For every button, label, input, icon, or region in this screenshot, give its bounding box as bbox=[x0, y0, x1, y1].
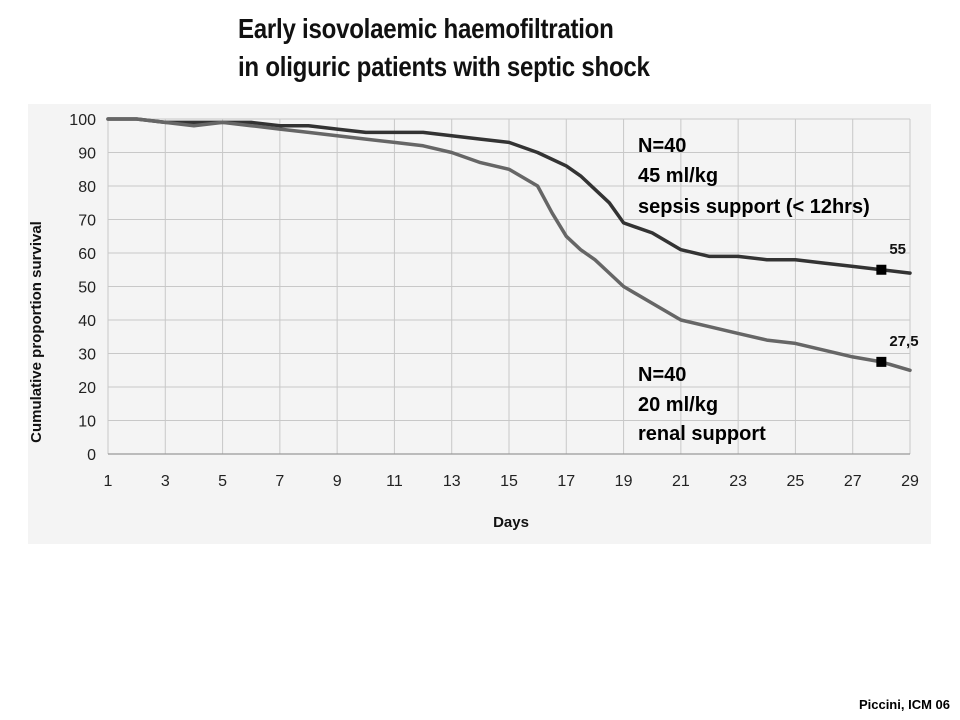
upper-annotation: N=40 45 ml/kg sepsis support (< 12hrs) bbox=[638, 135, 870, 218]
y-tick-label: 80 bbox=[78, 179, 96, 196]
y-tick-label: 60 bbox=[78, 246, 96, 263]
y-tick-label: 20 bbox=[78, 380, 96, 397]
x-tick-label: 1 bbox=[104, 473, 113, 490]
x-tick-label: 19 bbox=[615, 473, 633, 490]
x-tick-label: 7 bbox=[275, 473, 284, 490]
x-tick-label: 3 bbox=[161, 473, 170, 490]
lower-annotation-line-2: 20 ml/kg bbox=[638, 394, 718, 416]
x-tick-label: 11 bbox=[386, 473, 403, 490]
endpoint-label-2: 27,5 bbox=[889, 333, 918, 350]
x-tick-label: 25 bbox=[787, 473, 805, 490]
y-tick-label: 0 bbox=[87, 447, 96, 464]
x-tick-label: 21 bbox=[672, 473, 690, 490]
x-axis-label: Days bbox=[493, 514, 529, 531]
upper-annotation-line-2: 45 ml/kg bbox=[638, 165, 718, 187]
series-line-2 bbox=[106, 117, 912, 373]
title-line-2: in oliguric patients with septic shock bbox=[238, 51, 650, 82]
x-tick-label: 15 bbox=[500, 473, 518, 490]
x-tick-label: 9 bbox=[333, 473, 342, 490]
y-axis-label: Cumulative proportion survival bbox=[28, 221, 45, 443]
y-tick-label: 30 bbox=[78, 347, 96, 364]
title-line-1: Early isovolaemic haemofiltration bbox=[238, 13, 614, 44]
x-tick-label: 17 bbox=[557, 473, 575, 490]
x-tick-label: 13 bbox=[443, 473, 461, 490]
endpoint-marker-2 bbox=[876, 356, 887, 367]
y-tick-label: 70 bbox=[78, 213, 96, 230]
endpoint-label-1: 55 bbox=[889, 241, 906, 258]
series-lines bbox=[106, 117, 912, 373]
lower-annotation: N=40 20 ml/kg renal support bbox=[638, 364, 766, 445]
upper-annotation-line-1: N=40 bbox=[638, 135, 686, 157]
endpoint-markers: 55 27,5 bbox=[876, 241, 919, 367]
grid bbox=[107, 118, 911, 455]
y-tick-label: 100 bbox=[69, 112, 96, 129]
y-tick-label: 10 bbox=[78, 414, 96, 431]
upper-annotation-line-3: sepsis support (< 12hrs) bbox=[638, 196, 870, 218]
credit-text: Piccini, ICM 06 bbox=[858, 697, 950, 712]
lower-annotation-line-3: renal support bbox=[638, 423, 766, 445]
x-tick-label: 27 bbox=[844, 473, 862, 490]
endpoint-marker-1 bbox=[876, 264, 887, 275]
x-tick-label: 23 bbox=[729, 473, 747, 490]
y-tick-label: 50 bbox=[78, 280, 96, 297]
series-line-1 bbox=[106, 117, 912, 275]
x-tick-label: 5 bbox=[218, 473, 227, 490]
y-tick-label: 40 bbox=[78, 313, 96, 330]
lower-annotation-line-1: N=40 bbox=[638, 364, 686, 386]
x-tick-label: 29 bbox=[901, 473, 919, 490]
chart-panel: 0 10 20 30 40 50 60 70 80 90 100 1 3 5 7 9 11 13 15 17 19 21 2… bbox=[28, 104, 931, 544]
page-title: Early isovolaemic haemofiltration in oli… bbox=[238, 10, 650, 86]
y-tick-label: 90 bbox=[78, 146, 96, 163]
